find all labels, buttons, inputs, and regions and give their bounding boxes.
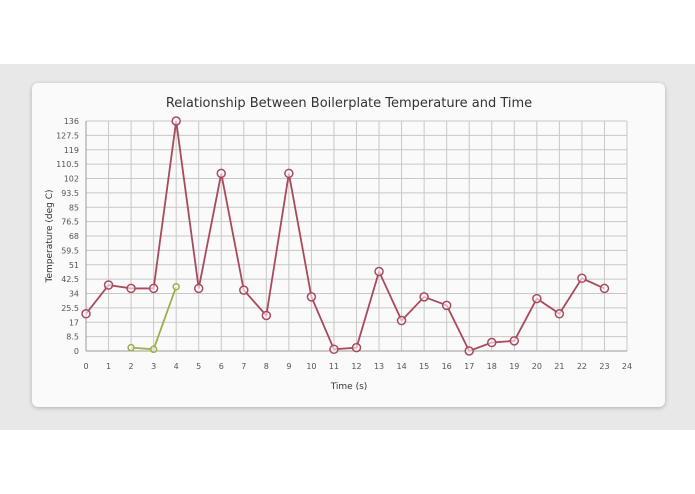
data-point-marker[interactable] bbox=[306, 292, 317, 302]
data-point-marker[interactable] bbox=[487, 337, 497, 348]
data-point-marker[interactable] bbox=[554, 309, 565, 319]
x-tick-label: 17 bbox=[464, 362, 474, 371]
y-tick-label: 34 bbox=[69, 290, 79, 299]
series-2 bbox=[127, 282, 180, 354]
y-tick-label: 93.5 bbox=[61, 189, 79, 198]
x-tick-label: 11 bbox=[329, 362, 339, 371]
data-point-marker[interactable] bbox=[464, 346, 474, 356]
y-axis-label: Temperature (deg C) bbox=[45, 189, 55, 283]
data-point-marker[interactable] bbox=[351, 342, 362, 353]
x-tick-label: 10 bbox=[306, 362, 316, 371]
y-tick-label: 17 bbox=[69, 318, 79, 327]
data-point-marker[interactable] bbox=[239, 285, 249, 295]
y-tick-label: 42.5 bbox=[61, 275, 79, 284]
data-series bbox=[81, 116, 610, 356]
y-tick-label: 102 bbox=[64, 175, 79, 184]
data-point-marker[interactable] bbox=[599, 283, 610, 294]
data-point-marker[interactable] bbox=[81, 309, 91, 319]
x-tick-label: 23 bbox=[599, 362, 609, 371]
data-point-marker[interactable] bbox=[193, 283, 204, 294]
data-point-marker[interactable] bbox=[396, 315, 407, 326]
data-point-marker[interactable] bbox=[509, 336, 520, 346]
x-tick-label: 13 bbox=[374, 362, 384, 371]
x-tick-label: 22 bbox=[577, 362, 587, 371]
chart-grid bbox=[85, 120, 628, 352]
data-point-marker[interactable] bbox=[261, 310, 272, 321]
series-line bbox=[85, 120, 605, 353]
y-tick-label: 76.5 bbox=[61, 218, 79, 227]
data-point-marker[interactable] bbox=[532, 293, 542, 304]
y-axis-ticks: 0 8.5 17 25.5 34 42.5 51 59.5 68 76.5 85 93.5 102 110… bbox=[56, 117, 79, 356]
chart-title: Relationship Between Boilerplate Tempera… bbox=[166, 96, 532, 111]
x-tick-label: 16 bbox=[442, 362, 452, 371]
data-point-marker[interactable] bbox=[126, 283, 136, 294]
data-point-marker[interactable] bbox=[171, 116, 181, 126]
x-axis-ticks: 0 1 2 3 4 5 6 7 8 9 10 11 12 13 14 15 16 17 18 19 20 21 22 23 24 bbox=[83, 362, 632, 371]
x-tick-label: 5 bbox=[196, 362, 201, 371]
data-point-marker[interactable] bbox=[577, 273, 587, 284]
x-tick-label: 2 bbox=[129, 362, 134, 371]
data-point-marker[interactable] bbox=[329, 344, 339, 355]
y-tick-label: 8.5 bbox=[66, 333, 79, 342]
data-point-marker[interactable] bbox=[419, 292, 429, 302]
data-point-marker[interactable] bbox=[284, 168, 294, 179]
y-tick-label: 0 bbox=[74, 347, 79, 356]
series-1 bbox=[81, 116, 610, 356]
x-tick-label: 7 bbox=[241, 362, 246, 371]
x-tick-label: 0 bbox=[83, 362, 88, 371]
x-tick-label: 3 bbox=[151, 362, 156, 371]
x-tick-label: 19 bbox=[509, 362, 519, 371]
x-tick-label: 20 bbox=[532, 362, 542, 371]
x-tick-label: 15 bbox=[419, 362, 429, 371]
data-point-marker[interactable] bbox=[103, 280, 114, 290]
y-tick-label: 51 bbox=[69, 261, 79, 270]
x-tick-label: 8 bbox=[264, 362, 269, 371]
x-tick-label: 24 bbox=[622, 362, 632, 371]
y-tick-label: 119 bbox=[64, 146, 79, 155]
x-tick-label: 12 bbox=[351, 362, 361, 371]
data-point-marker[interactable] bbox=[374, 266, 384, 277]
y-tick-label: 110.5 bbox=[56, 160, 79, 169]
y-tick-label: 136 bbox=[64, 117, 79, 126]
data-point-marker[interactable] bbox=[127, 343, 135, 352]
x-tick-label: 18 bbox=[487, 362, 497, 371]
x-tick-label: 1 bbox=[106, 362, 111, 371]
y-tick-label: 85 bbox=[69, 203, 79, 212]
x-tick-label: 21 bbox=[554, 362, 564, 371]
x-tick-label: 6 bbox=[219, 362, 224, 371]
y-tick-label: 68 bbox=[69, 232, 79, 241]
x-tick-label: 4 bbox=[174, 362, 179, 371]
x-tick-label: 14 bbox=[396, 362, 406, 371]
y-tick-label: 25.5 bbox=[61, 304, 79, 313]
data-point-marker[interactable] bbox=[148, 283, 159, 294]
data-point-marker[interactable] bbox=[172, 282, 180, 291]
x-axis-label: Time (s) bbox=[330, 382, 368, 392]
y-tick-label: 127.5 bbox=[56, 131, 79, 140]
data-point-marker[interactable] bbox=[149, 345, 158, 354]
y-tick-label: 59.5 bbox=[61, 246, 79, 255]
data-point-marker[interactable] bbox=[216, 168, 226, 179]
data-point-marker[interactable] bbox=[441, 300, 452, 311]
x-tick-label: 9 bbox=[286, 362, 291, 371]
